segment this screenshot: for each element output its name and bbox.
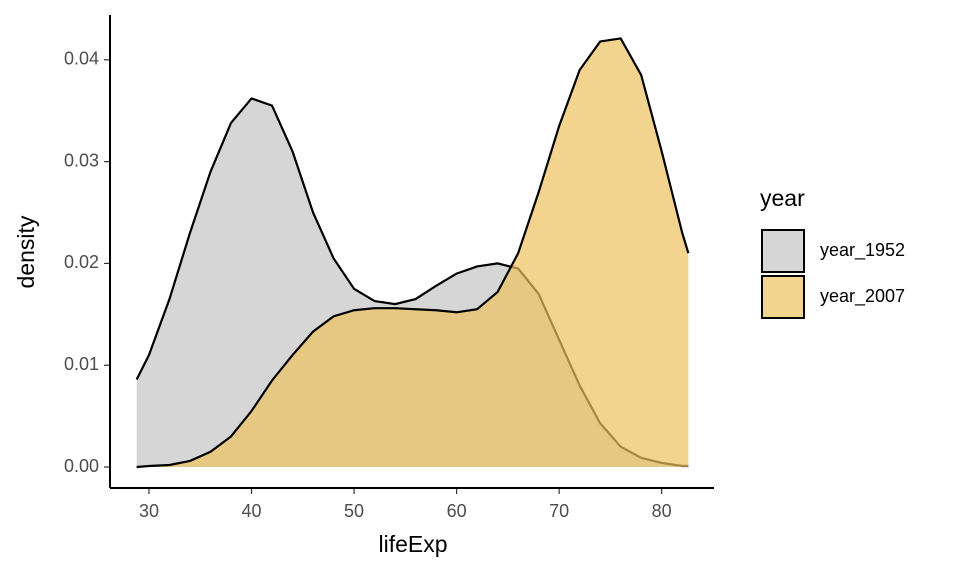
density-line xyxy=(136,37,690,469)
y-tick-label: 0.03 xyxy=(64,150,99,170)
x-tick-label: 40 xyxy=(241,501,261,521)
y-tick-label: 0.01 xyxy=(64,354,99,374)
x-tick-label: 50 xyxy=(344,501,364,521)
legend-label: year_1952 xyxy=(820,240,905,261)
legend-key xyxy=(761,229,805,273)
x-tick-label: 60 xyxy=(447,501,467,521)
y-tick-label: 0.00 xyxy=(64,456,99,476)
legend-key xyxy=(761,275,805,319)
density-area xyxy=(136,38,689,468)
x-tick-label: 80 xyxy=(652,501,672,521)
y-tick-label: 0.04 xyxy=(64,49,99,69)
x-tick-label: 30 xyxy=(139,501,159,521)
legend-title: year xyxy=(760,185,805,211)
y-tick-label: 0.02 xyxy=(64,252,99,272)
x-axis-title: lifeExp xyxy=(378,531,447,557)
y-axis-title: density xyxy=(13,215,39,288)
legend-label: year_2007 xyxy=(820,286,905,307)
x-tick-label: 70 xyxy=(549,501,569,521)
